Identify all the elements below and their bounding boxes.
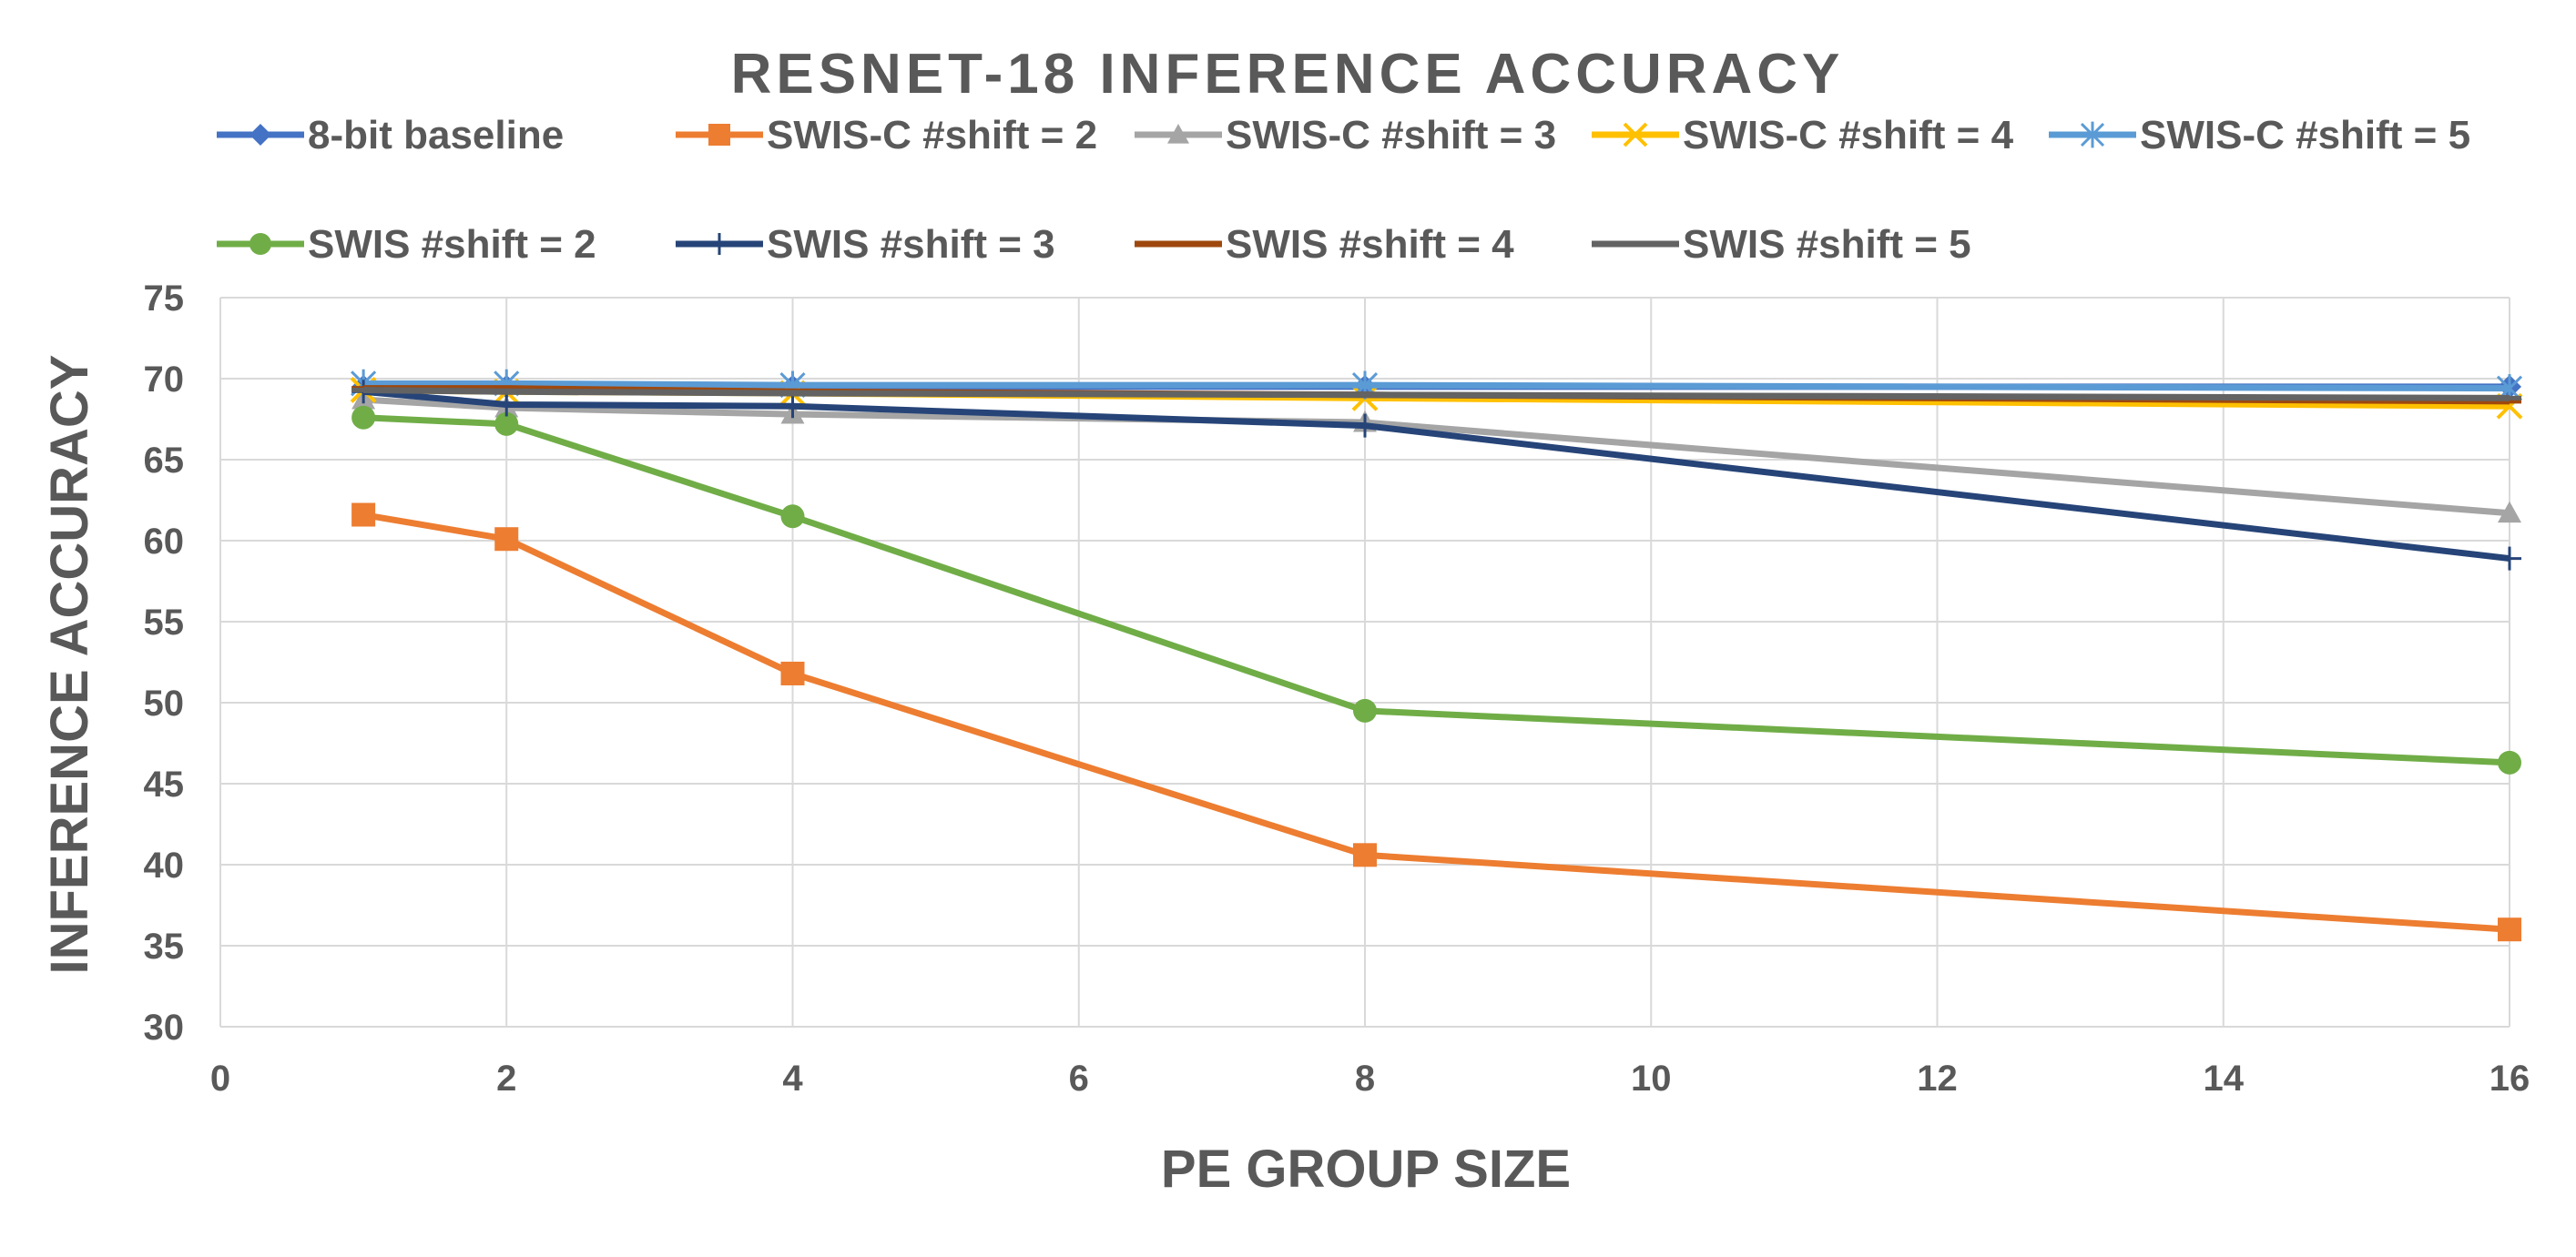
legend-marker (708, 233, 730, 255)
y-tick-label: 35 (144, 927, 185, 967)
x-tick-label: 2 (496, 1059, 516, 1099)
series-9 (351, 386, 2521, 401)
legend: 8-bit baseline SWIS-C #shift = 2 SWIS-C #s… (217, 113, 2470, 267)
legend-label: SWIS-C #shift = 2 (767, 113, 1097, 157)
chart-title: RESNET-18 INFERENCE ACCURACY (731, 43, 1845, 106)
data-point (351, 405, 376, 430)
y-tick-label: 50 (144, 684, 185, 724)
y-tick-label: 75 (144, 279, 185, 319)
legend-label: SWIS #shift = 5 (1683, 222, 1971, 267)
legend-marker (249, 233, 271, 255)
y-tick-label: 45 (144, 765, 185, 805)
legend-label: SWIS-C #shift = 4 (1683, 113, 2014, 157)
legend-label: SWIS-C #shift = 5 (2140, 113, 2470, 157)
data-point (780, 661, 805, 685)
legend-item: 8-bit baseline (217, 113, 564, 157)
legend-marker (1167, 124, 1189, 144)
legend-item: SWIS #shift = 4 (1135, 222, 1514, 267)
x-axis-label: PE GROUP SIZE (1161, 1140, 1571, 1199)
legend-label: SWIS #shift = 3 (767, 222, 1055, 267)
legend-label: SWIS-C #shift = 3 (1226, 113, 1556, 157)
legend-label: SWIS #shift = 4 (1226, 222, 1514, 267)
x-tick-label: 4 (782, 1059, 803, 1099)
series-line (362, 396, 2510, 517)
legend-item: SWIS #shift = 5 (1592, 222, 1971, 267)
legend-item: SWIS-C #shift = 2 (676, 113, 1097, 157)
legend-item: SWIS-C #shift = 3 (1135, 113, 1556, 157)
series-line (362, 512, 2510, 933)
data-point (494, 392, 519, 417)
series-layer (350, 369, 2523, 942)
data-point (494, 411, 519, 436)
data-point (2498, 750, 2521, 775)
y-tick-label: 70 (144, 360, 185, 400)
data-point (780, 504, 805, 529)
data-point (494, 527, 519, 552)
legend-marker (2080, 121, 2105, 148)
legend-item: SWIS-C #shift = 4 (1592, 113, 2014, 157)
x-tick-label: 6 (1069, 1059, 1089, 1099)
x-axis-ticks: 0 2 4 6 8 10 12 14 16 (210, 1059, 2530, 1099)
x-tick-label: 0 (210, 1059, 230, 1099)
series-line (363, 386, 2510, 401)
data-point (2498, 917, 2521, 942)
data-point (780, 394, 805, 419)
y-tick-label: 55 (144, 603, 185, 643)
legend-item: SWIS #shift = 3 (676, 222, 1055, 267)
data-point (351, 502, 376, 527)
series-6 (351, 405, 2521, 775)
x-tick-label: 12 (1917, 1059, 1958, 1099)
x-tick-label: 10 (1631, 1059, 1672, 1099)
y-axis-label: INFERENCE ACCURACY (40, 355, 99, 975)
x-tick-label: 16 (2489, 1059, 2530, 1099)
data-point (1353, 413, 1377, 438)
data-point (2498, 546, 2521, 571)
y-tick-label: 60 (144, 522, 185, 562)
y-tick-label: 40 (144, 846, 185, 886)
gridlines (219, 297, 2510, 1028)
series-line (362, 388, 2510, 563)
data-point (2498, 501, 2521, 523)
y-axis-ticks: 30 35 40 45 50 55 60 65 70 75 (144, 279, 185, 1048)
marker-stroke (1623, 122, 1648, 147)
series-line (362, 414, 2510, 766)
series-7 (351, 380, 2521, 571)
y-tick-label: 30 (144, 1008, 185, 1048)
legend-label: SWIS #shift = 2 (308, 222, 596, 267)
y-tick-label: 65 (144, 441, 185, 481)
x-tick-label: 8 (1355, 1059, 1375, 1099)
legend-label: 8-bit baseline (308, 113, 564, 157)
data-point (1353, 698, 1377, 723)
legend-marker (249, 124, 271, 146)
legend-marker (708, 124, 730, 146)
data-point (1353, 843, 1377, 867)
series-2 (351, 502, 2521, 942)
legend-item: SWIS #shift = 2 (217, 222, 596, 267)
legend-marker (1623, 122, 1648, 147)
legend-item: SWIS-C #shift = 5 (2049, 113, 2470, 157)
x-tick-label: 14 (2204, 1059, 2245, 1099)
